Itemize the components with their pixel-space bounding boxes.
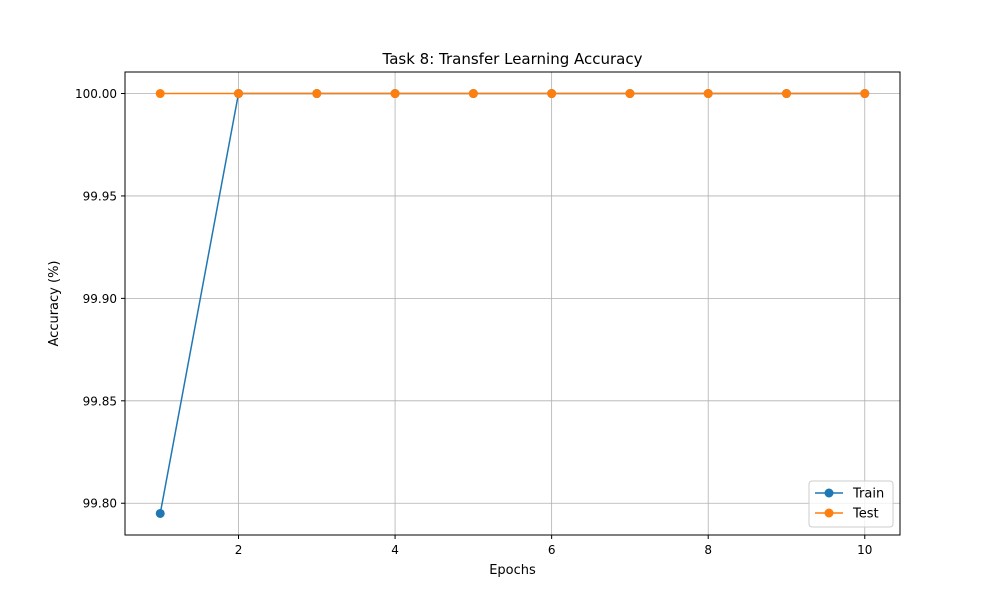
x-axis-label: Epochs	[489, 563, 536, 578]
y-axis-label: Accuracy (%)	[47, 261, 62, 347]
data-point-test	[860, 89, 870, 99]
y-tick-label: 99.80	[83, 497, 117, 511]
y-tick-label: 99.85	[83, 394, 117, 408]
x-tick-label: 2	[235, 543, 243, 557]
y-tick-label: 99.90	[83, 292, 117, 306]
legend-label-test: Test	[852, 507, 879, 522]
data-point-test	[234, 89, 244, 99]
data-point-test	[625, 89, 635, 99]
data-point-test	[468, 89, 478, 99]
data-point-test	[390, 89, 400, 99]
legend: Train Test	[808, 480, 894, 528]
legend-marker-train	[824, 488, 834, 498]
legend-marker-test	[824, 508, 834, 518]
plot-frame	[124, 71, 901, 536]
x-tick-label: 10	[857, 543, 872, 557]
x-tick-label: 6	[548, 543, 556, 557]
axis-ticks: 2 4 6 8 10 99.80 99.85 99.90 99.95 100.00	[75, 87, 872, 557]
data-point-test	[312, 89, 322, 99]
y-tick-label: 99.95	[83, 189, 117, 203]
data-point-test	[703, 89, 713, 99]
x-tick-label: 8	[704, 543, 712, 557]
y-tick-label: 100.00	[75, 87, 117, 101]
data-point-test	[155, 89, 165, 99]
data-point-test	[547, 89, 557, 99]
x-tick-label: 4	[391, 543, 399, 557]
series-layer	[155, 89, 870, 518]
series-test	[155, 89, 870, 99]
data-point-test	[781, 89, 791, 99]
data-point-train	[155, 508, 165, 518]
legend-label-train: Train	[852, 487, 884, 502]
chart-title: Task 8: Transfer Learning Accuracy	[382, 50, 643, 68]
